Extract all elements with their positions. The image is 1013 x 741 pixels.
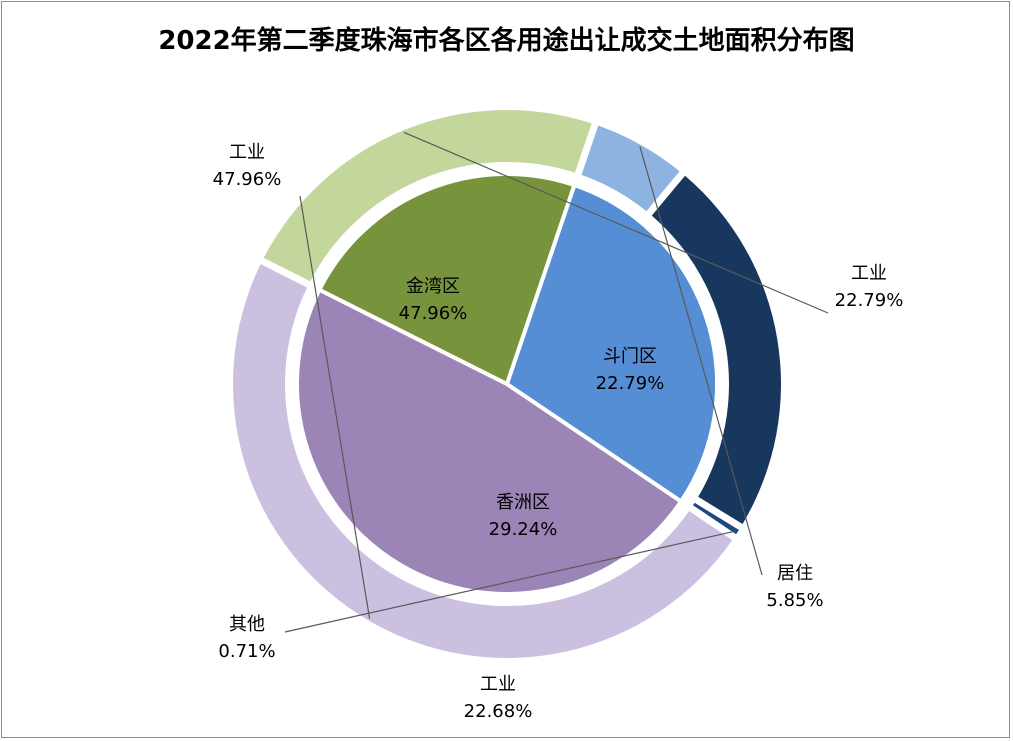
inner-slice [295,287,684,596]
outer-segment-label: 工业 [851,263,887,284]
inner-slice-label: 22.79% [596,373,665,394]
inner-slice [316,172,577,387]
outer-segment-label: 22.68% [464,701,533,722]
outer-ring [233,109,782,658]
inner-ring [295,172,719,596]
data-labels: 金湾区 47.96% 斗门区 22.79% 香洲区 29.24% 工业 47.96% 工业 22.… [213,142,904,722]
leader-line [403,131,829,314]
outer-segment [233,264,733,658]
outer-segment [581,125,680,212]
inner-slice-label: 香洲区 [496,492,550,513]
chart-title: 2022年第二季度珠海市各区各用途出让成交土地面积分布图 [158,26,855,56]
outer-segment [263,109,592,282]
outer-segment-label: 工业 [480,674,516,695]
leader-line [299,195,371,619]
inner-slice-label: 金湾区 [406,276,460,297]
outer-segment-label: 0.71% [218,641,275,662]
outer-segment [692,502,739,535]
outer-segment-label: 47.96% [213,169,282,190]
outer-segment-label: 居住 [777,563,813,584]
outer-segment [651,175,782,524]
outer-segment-label: 22.79% [835,290,904,311]
outer-segment-label: 其他 [229,614,265,635]
leader-line [284,530,736,633]
inner-slice [504,182,719,505]
inner-slice-label: 29.24% [489,519,558,540]
inner-slice-label: 斗门区 [603,346,657,367]
leader-lines [284,131,829,633]
inner-slice-label: 47.96% [399,303,468,324]
leader-line [639,146,763,576]
outer-segment-label: 5.85% [766,590,823,611]
outer-segment-label: 工业 [229,142,265,163]
